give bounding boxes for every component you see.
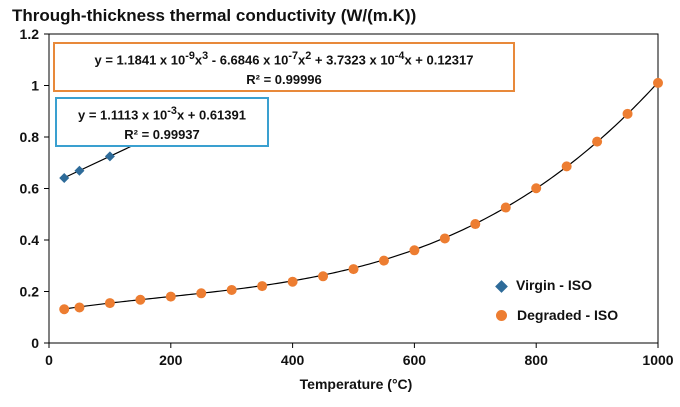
- data-point-degraded: [653, 77, 663, 88]
- data-point-degraded: [165, 291, 176, 302]
- data-point-degraded: [257, 281, 268, 292]
- circle-marker-icon: [496, 309, 507, 321]
- data-point-degraded: [592, 136, 603, 147]
- virgin-trendline-equation-box: y = 1.1113 x 10-3x + 0.61391 R² = 0.9993…: [55, 97, 269, 147]
- data-point-degraded: [348, 264, 359, 275]
- x-tick-label: 600: [403, 352, 427, 368]
- data-point-degraded: [470, 219, 481, 230]
- y-tick-label: 0: [31, 335, 39, 351]
- legend-item-degraded: Degraded - ISO: [494, 302, 618, 328]
- data-point-degraded: [561, 161, 572, 172]
- y-tick-label: 0.6: [20, 181, 40, 197]
- virgin-trendline-equation: y = 1.1113 x 10-3x + 0.61391: [78, 105, 246, 123]
- degraded-trendline-r2: R² = 0.99996: [246, 72, 322, 88]
- data-point-degraded: [500, 202, 511, 213]
- data-point-degraded: [226, 284, 237, 295]
- virgin-trendline-r2: R² = 0.99937: [124, 127, 200, 143]
- data-point-virgin: [104, 151, 115, 162]
- y-tick-label: 1.2: [20, 26, 40, 42]
- data-point-degraded: [104, 298, 115, 309]
- x-tick-label: 0: [45, 352, 53, 368]
- y-tick-label: 0.4: [20, 232, 40, 248]
- legend-label-virgin: Virgin - ISO: [516, 277, 592, 293]
- legend-label-degraded: Degraded - ISO: [517, 307, 619, 323]
- data-point-degraded: [74, 302, 85, 313]
- x-tick-label: 400: [281, 352, 305, 368]
- data-point-degraded: [196, 288, 207, 299]
- degraded-trendline: [64, 81, 659, 310]
- chart-title: Through-thickness thermal conductivity (…: [12, 6, 417, 25]
- data-point-virgin: [59, 172, 70, 183]
- data-point-degraded: [622, 108, 633, 119]
- legend: Virgin - ISO Degraded - ISO: [494, 272, 618, 332]
- degraded-trendline-equation: y = 1.1841 x 10-9x3 - 6.6846 x 10-7x2 + …: [94, 50, 474, 68]
- data-point-degraded: [318, 271, 329, 282]
- diamond-marker-icon: [495, 279, 508, 293]
- virgin-trendline: [63, 141, 141, 179]
- x-tick-label: 800: [525, 352, 549, 368]
- data-point-degraded: [439, 233, 450, 244]
- data-point-degraded: [531, 183, 542, 194]
- legend-item-virgin: Virgin - ISO: [494, 272, 618, 298]
- data-point-virgin: [74, 165, 85, 176]
- y-tick-label: 0.2: [20, 284, 40, 300]
- x-axis-label: Temperature (°C): [299, 376, 413, 392]
- x-tick-label: 1000: [642, 352, 673, 368]
- x-tick-label: 200: [159, 352, 183, 368]
- data-point-degraded: [135, 294, 146, 305]
- data-point-degraded: [378, 255, 389, 266]
- data-point-degraded: [59, 304, 70, 315]
- data-point-degraded: [287, 276, 298, 287]
- degraded-trendline-equation-box: y = 1.1841 x 10-9x3 - 6.6846 x 10-7x2 + …: [53, 42, 515, 92]
- data-point-degraded: [409, 245, 420, 256]
- y-tick-label: 0.8: [20, 129, 40, 145]
- y-tick-label: 1: [31, 78, 39, 94]
